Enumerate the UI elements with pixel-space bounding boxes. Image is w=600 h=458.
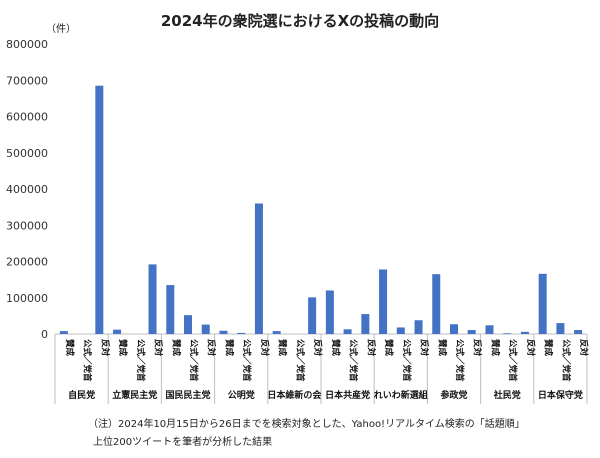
sub-category-label: 賛成: [277, 338, 288, 357]
sub-category-label: 公式／党首: [348, 339, 359, 382]
y-tick-label: 300000: [6, 219, 48, 232]
y-tick-label: 200000: [6, 256, 48, 269]
sub-category-label: 公式／党首: [401, 339, 412, 382]
sub-category-label: 賛成: [543, 338, 554, 357]
party-label: 自民党: [68, 389, 95, 401]
bar: [308, 297, 317, 334]
y-tick-label: 600000: [6, 111, 48, 124]
sub-category-label: 公式／党首: [294, 339, 305, 382]
sub-category-label: 賛成: [117, 338, 128, 357]
bar: [396, 327, 405, 334]
bar: [166, 285, 175, 334]
bar: [325, 290, 334, 334]
footnote-line-1: （注）2024年10月15日から26日までを検索対象とした、Yahoo!リアルタ…: [88, 419, 525, 430]
sub-category-label: 公式／党首: [560, 339, 571, 382]
party-label: 日本共産党: [325, 389, 370, 401]
sub-category-label: 反対: [472, 339, 483, 357]
bar: [148, 264, 157, 334]
bar: [520, 331, 529, 334]
party-label: 日本維新の会: [267, 389, 322, 401]
bar: [485, 325, 494, 334]
bar: [432, 274, 441, 334]
sub-category-label: 公式／党首: [135, 339, 146, 382]
sub-category-label: 公式／党首: [507, 339, 518, 382]
sub-category-label: 反対: [312, 339, 323, 357]
bar: [184, 315, 192, 334]
y-unit-label: （件）: [46, 24, 76, 35]
chart-title: 2024年の衆院選におけるXの投稿の動向: [160, 12, 440, 30]
sub-category-label: 賛成: [489, 338, 500, 357]
bar: [113, 329, 122, 334]
sub-category-label: 反対: [99, 339, 110, 357]
bar: [538, 273, 547, 334]
sub-category-label: 賛成: [170, 338, 181, 357]
party-label: れいわ新選組: [374, 389, 428, 401]
sub-category-label: 反対: [525, 339, 536, 357]
sub-category-label: 賛成: [383, 338, 394, 357]
bar: [343, 329, 352, 334]
party-label: 日本保守党: [538, 389, 583, 401]
bar: [414, 320, 423, 334]
sub-category-label: 反対: [206, 339, 217, 357]
bar: [379, 269, 388, 334]
party-label: 公明党: [228, 389, 255, 401]
y-tick-label: 700000: [6, 74, 48, 87]
sub-category-label: 賛成: [64, 338, 75, 357]
sub-category-label: 反対: [578, 339, 589, 357]
sub-category-label: 反対: [153, 339, 164, 357]
sub-category-label: 反対: [419, 339, 430, 357]
y-tick-label: 400000: [6, 183, 48, 196]
sub-category-label: 反対: [259, 339, 270, 357]
footnote-line-2: 上位200ツイートを筆者が分析した結果: [93, 437, 273, 448]
bar: [95, 85, 104, 334]
bar: [237, 332, 246, 334]
party-label: 国民民主党: [165, 389, 210, 401]
party-label: 立憲民主党: [112, 389, 157, 401]
bar: [201, 324, 210, 334]
bar: [219, 330, 228, 334]
bar: [59, 331, 68, 334]
y-tick-label: 0: [41, 328, 48, 341]
bar: [361, 314, 370, 334]
sub-category-label: 公式／党首: [454, 339, 465, 382]
sub-category-label: 公式／党首: [82, 339, 93, 382]
bar: [574, 330, 583, 334]
bar: [272, 331, 281, 334]
bar: [503, 333, 512, 334]
y-tick-label: 800000: [6, 38, 48, 51]
y-tick-label: 500000: [6, 147, 48, 160]
sub-category-label: 反対: [365, 339, 376, 357]
bar: [467, 330, 476, 334]
sub-category-label: 賛成: [223, 338, 234, 357]
sub-category-label: 公式／党首: [188, 339, 199, 382]
party-label: 参政党: [440, 389, 467, 401]
sub-category-label: 賛成: [436, 338, 447, 357]
sub-category-label: 公式／党首: [241, 339, 252, 382]
party-label: 社民党: [493, 389, 521, 401]
bar-chart: 800000 700000 600000 500000 400000 300000 2000…: [6, 38, 589, 404]
y-tick-label: 100000: [6, 292, 48, 305]
bar: [450, 324, 458, 334]
bar: [254, 203, 263, 334]
bar: [556, 323, 565, 334]
sub-category-label: 賛成: [330, 338, 341, 357]
